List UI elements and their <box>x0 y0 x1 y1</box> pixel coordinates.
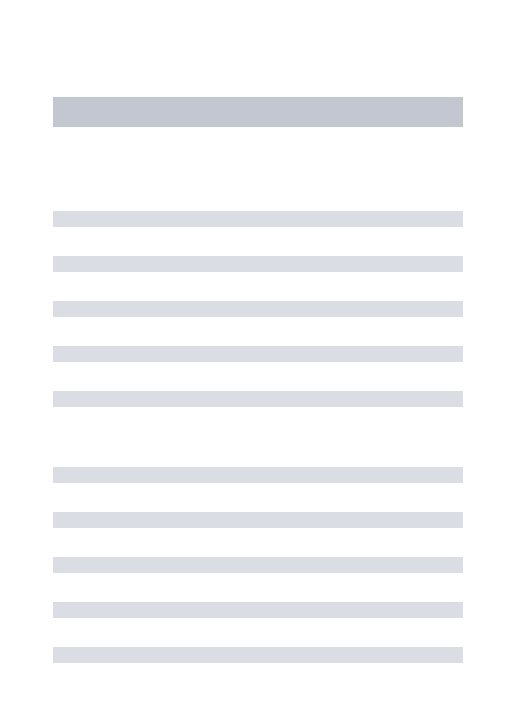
skeleton-line <box>53 557 463 573</box>
skeleton-title-bar <box>53 97 463 127</box>
skeleton-line <box>53 467 463 483</box>
skeleton-line-group-1 <box>53 211 463 407</box>
skeleton-line <box>53 647 463 663</box>
skeleton-line <box>53 391 463 407</box>
skeleton-line <box>53 346 463 362</box>
skeleton-line <box>53 211 463 227</box>
skeleton-line <box>53 602 463 618</box>
skeleton-line <box>53 301 463 317</box>
skeleton-spacer <box>53 407 463 467</box>
skeleton-line <box>53 512 463 528</box>
skeleton-container <box>0 0 516 663</box>
skeleton-line-group-2 <box>53 467 463 663</box>
skeleton-line <box>53 256 463 272</box>
skeleton-spacer <box>53 127 463 211</box>
